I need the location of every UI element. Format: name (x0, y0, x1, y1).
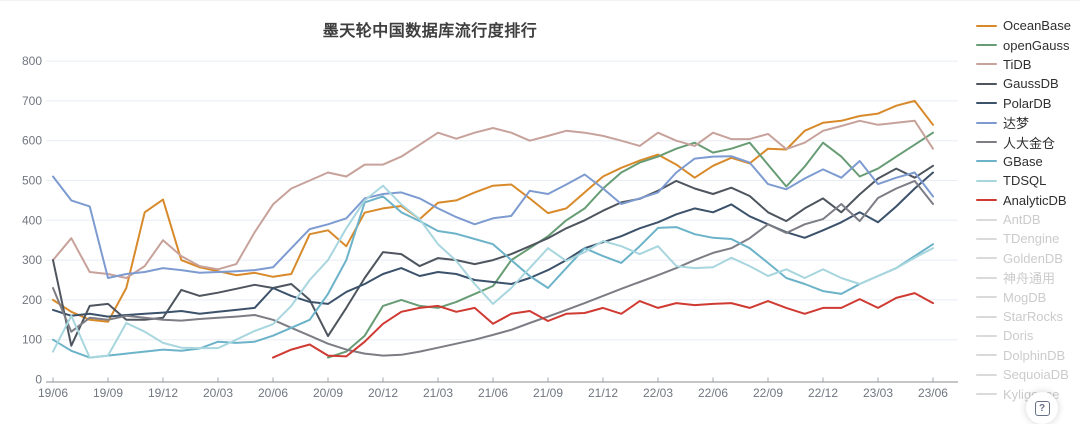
y-axis-label: 600 (22, 134, 42, 148)
x-axis-label: 19/06 (38, 386, 68, 400)
legend-label: AntDB (1003, 212, 1041, 228)
legend-label: OceanBase (1003, 18, 1071, 34)
x-axis-label: 20/12 (368, 386, 398, 400)
series-line-GaussDB (52, 164, 934, 347)
legend-line-icon (976, 218, 997, 221)
series-line-人大金仓 (52, 179, 934, 357)
legend-item-SequoiaDB[interactable]: SequoiaDB (976, 365, 1080, 384)
legend-item-TiDB[interactable]: TiDB (976, 55, 1080, 74)
legend-line-icon (976, 296, 997, 299)
legend-line-icon (976, 393, 997, 396)
legend-label: GaussDB (1003, 76, 1059, 92)
legend-item-达梦[interactable]: 达梦 (976, 113, 1080, 132)
x-axis-label: 23/06 (918, 386, 948, 400)
legend-label: SequoiaDB (1003, 367, 1069, 383)
legend-line-icon (976, 334, 997, 337)
legend-label: 达梦 (1003, 116, 1030, 132)
legend-label: 神舟通用 (1003, 271, 1056, 287)
y-axis-label: 100 (22, 333, 42, 347)
legend-label: AnalyticDB (1003, 192, 1067, 208)
legend-item-DolphinDB[interactable]: DolphinDB (976, 346, 1080, 365)
legend-label: Doris (1003, 328, 1034, 344)
legend-label: GBase (1003, 153, 1043, 169)
legend-line-icon (976, 82, 997, 85)
legend-item-人大金仓[interactable]: 人大金仓 (976, 132, 1080, 151)
legend-line-icon (976, 373, 997, 376)
x-axis-label: 22/06 (698, 386, 728, 400)
legend-label: StarRocks (1003, 309, 1063, 325)
x-axis-label: 21/12 (588, 386, 618, 400)
legend-line-icon (976, 141, 997, 144)
series-line-TiDB (52, 119, 934, 279)
legend-line-icon (976, 179, 997, 182)
legend-line-icon (976, 63, 997, 66)
legend-item-StarRocks[interactable]: StarRocks (976, 307, 1080, 326)
legend-item-PolarDB[interactable]: PolarDB (976, 94, 1080, 113)
x-axis-label: 20/09 (313, 386, 343, 400)
legend-item-GoldenDB[interactable]: GoldenDB (976, 249, 1080, 268)
x-axis-label: 22/12 (808, 386, 838, 400)
legend-label: DolphinDB (1003, 347, 1066, 363)
legend-item-AnalyticDB[interactable]: AnalyticDB (976, 191, 1080, 210)
legend-label: 人大金仓 (1003, 135, 1056, 151)
legend-item-GBase[interactable]: GBase (976, 152, 1080, 171)
chart-title: 墨天轮中国数据库流行度排行 (322, 23, 538, 40)
x-axis-label: 20/03 (203, 386, 233, 400)
legend-line-icon (976, 24, 997, 27)
legend-item-openGauss[interactable]: openGauss (976, 35, 1080, 54)
y-axis-label: 700 (22, 94, 42, 108)
legend-line-icon (976, 44, 997, 47)
line-chart: 0 100 200 300 400 500 600 700 800 19/06 19/09 19/12… (22, 54, 958, 400)
y-axis-label: 500 (22, 174, 42, 188)
legend-label: openGauss (1003, 37, 1070, 53)
y-axis-label: 800 (22, 54, 42, 68)
legend-line-icon (976, 257, 997, 260)
legend-line-icon (976, 160, 997, 163)
legend-line-icon (976, 315, 997, 318)
legend-label: TDengine (1003, 231, 1060, 247)
legend-item-AntDB[interactable]: AntDB (976, 210, 1080, 229)
x-axis-label: 23/03 (863, 386, 893, 400)
legend: OceanBase openGauss TiDB GaussDB PolarDB 达梦人大… (976, 16, 1080, 404)
y-axis-label: 400 (22, 213, 42, 227)
y-axis-label: 300 (22, 253, 42, 267)
legend-line-icon (976, 199, 997, 202)
y-axis-label: 0 (35, 373, 42, 387)
series-line-openGauss (327, 131, 934, 359)
legend-item-TDSQL[interactable]: TDSQL (976, 171, 1080, 190)
x-axis-label: 21/09 (533, 386, 563, 400)
x-axis-label: 19/12 (148, 386, 178, 400)
y-axis-label: 200 (22, 293, 42, 307)
legend-item-神舟通用[interactable]: 神舟通用 (976, 268, 1080, 287)
legend-line-icon (976, 276, 997, 279)
x-axis-label: 22/09 (753, 386, 783, 400)
series-line-达梦 (52, 155, 934, 279)
legend-line-icon (976, 121, 997, 124)
series-line-TDSQL (52, 184, 934, 359)
legend-line-icon (976, 354, 997, 357)
legend-item-MogDB[interactable]: MogDB (976, 287, 1080, 306)
legend-item-Doris[interactable]: Doris (976, 326, 1080, 345)
legend-label: PolarDB (1003, 95, 1052, 111)
x-axis-label: 21/06 (478, 386, 508, 400)
help-icon[interactable]: ? (1026, 392, 1058, 424)
legend-line-icon (976, 237, 997, 240)
x-axis-label: 19/09 (93, 386, 123, 400)
legend-label: GoldenDB (1003, 250, 1063, 266)
legend-label: TDSQL (1003, 173, 1047, 189)
legend-label: TiDB (1003, 56, 1032, 72)
legend-item-TDengine[interactable]: TDengine (976, 229, 1080, 248)
legend-item-GaussDB[interactable]: GaussDB (976, 74, 1080, 93)
series-line-AnalyticDB (272, 292, 934, 359)
legend-line-icon (976, 102, 997, 105)
legend-item-OceanBase[interactable]: OceanBase (976, 16, 1080, 35)
help-question-glyph: ? (1034, 400, 1050, 416)
x-axis-label: 21/03 (423, 386, 453, 400)
legend-label: MogDB (1003, 289, 1047, 305)
x-axis-label: 20/06 (258, 386, 288, 400)
x-axis-label: 22/03 (643, 386, 673, 400)
